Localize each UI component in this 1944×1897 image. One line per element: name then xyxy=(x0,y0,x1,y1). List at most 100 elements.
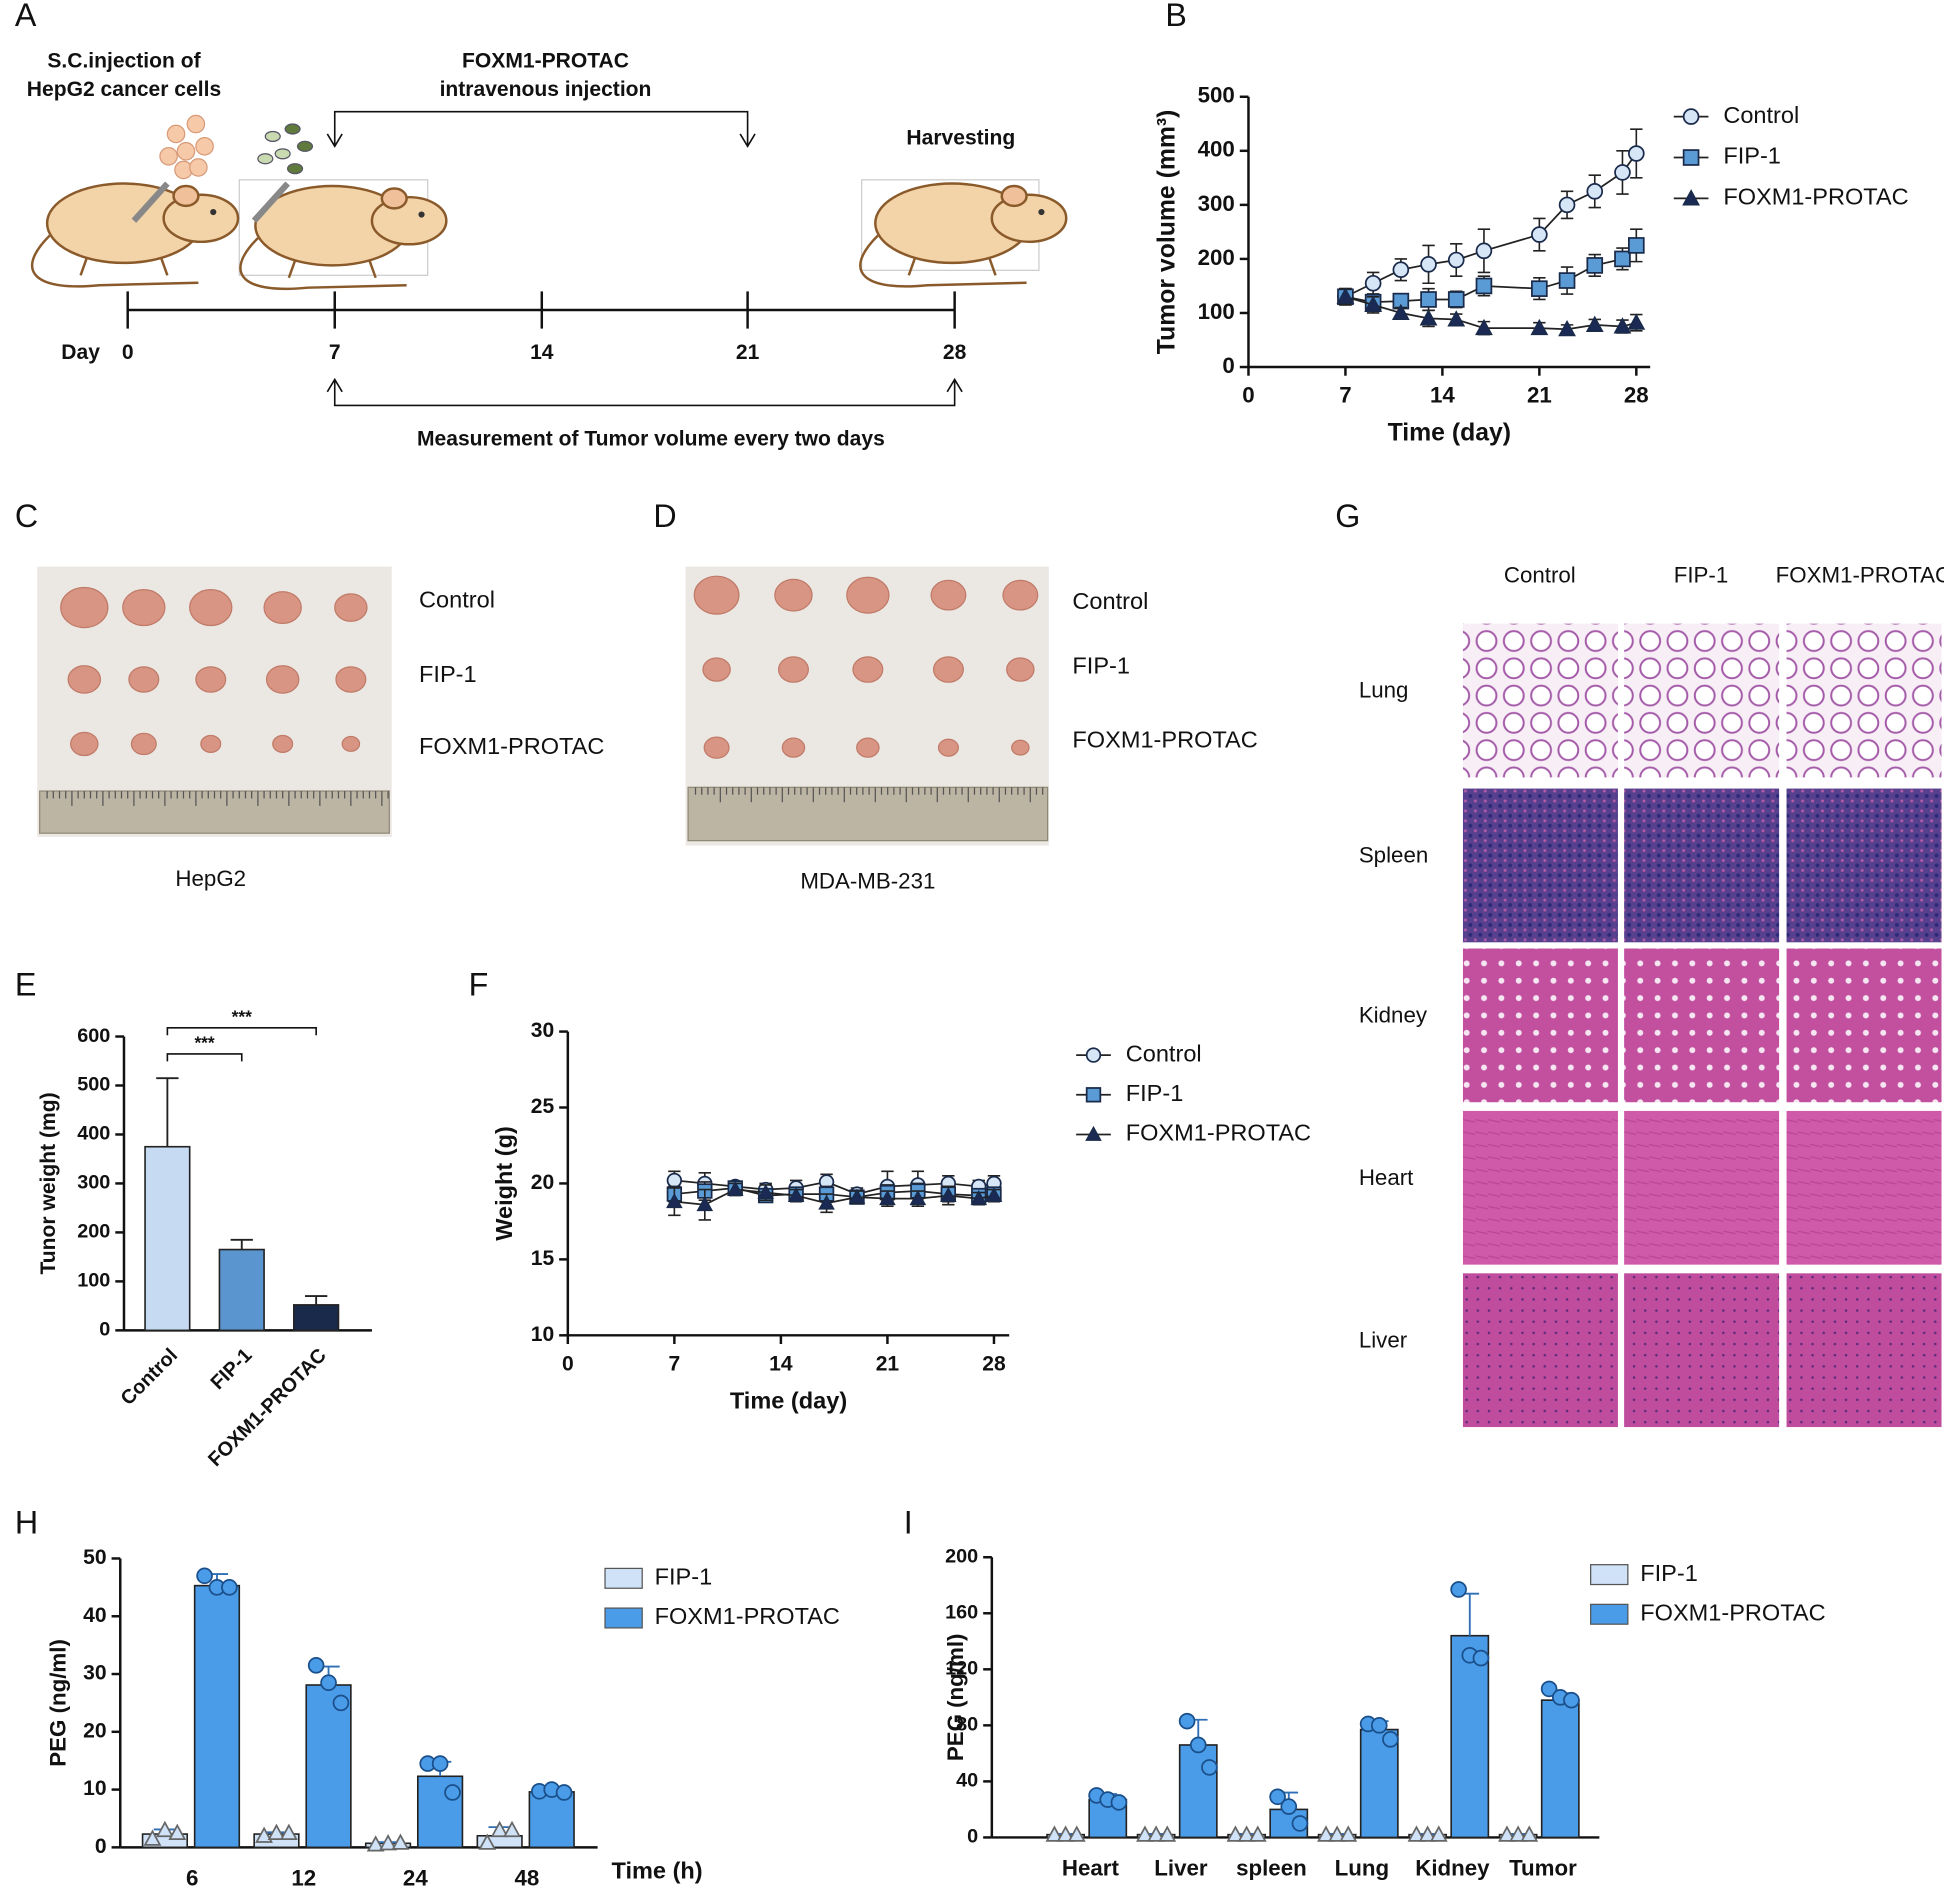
x-tick-label: spleen xyxy=(1236,1856,1307,1881)
data-point xyxy=(1178,1712,1196,1730)
x-tick-label: 14 xyxy=(769,1353,793,1376)
tumor xyxy=(932,656,964,683)
x-tick-label: Control xyxy=(117,1344,182,1409)
data-point xyxy=(555,1784,573,1801)
cell xyxy=(189,158,208,177)
y-tick-label: 200 xyxy=(77,1221,110,1243)
cell xyxy=(186,114,206,134)
error-bar xyxy=(230,1238,253,1250)
day-label: 21 xyxy=(736,341,760,364)
marker xyxy=(1531,280,1548,297)
data-point xyxy=(1045,1825,1064,1842)
data-point xyxy=(1382,1731,1399,1748)
y-tick-label: 200 xyxy=(1198,245,1235,270)
schematic-text: S.C.injection of xyxy=(47,50,201,73)
data-point xyxy=(1429,1825,1448,1842)
marker xyxy=(1420,291,1437,308)
tumor xyxy=(334,593,368,622)
marker xyxy=(696,1196,714,1212)
bar xyxy=(305,1684,352,1849)
schematic-text: Harvesting xyxy=(906,126,1015,149)
tumor xyxy=(122,589,166,627)
ruler xyxy=(687,786,1049,842)
marker xyxy=(1475,318,1493,336)
tumor xyxy=(856,737,880,758)
marker xyxy=(879,1190,896,1206)
column-header: FIP-1 xyxy=(1674,562,1729,587)
micrograph xyxy=(1462,788,1618,943)
data-point xyxy=(168,1823,187,1840)
marker xyxy=(1447,310,1466,327)
marker xyxy=(1558,272,1576,289)
data-point xyxy=(1158,1825,1177,1842)
y-tick-label: 25 xyxy=(531,1095,555,1118)
tumor xyxy=(195,666,227,693)
column-header: FOXM1-PROTAC xyxy=(1776,562,1944,587)
photo-label: Control xyxy=(1072,588,1148,614)
x-axis-label: Time (h) xyxy=(612,1857,703,1883)
tumor xyxy=(774,578,813,612)
micrograph xyxy=(1624,1273,1780,1428)
legend-label: FIP-1 xyxy=(1640,1560,1698,1586)
data-point xyxy=(1248,1825,1267,1842)
error-bar xyxy=(156,1077,179,1147)
marker xyxy=(1613,317,1632,334)
data-point xyxy=(332,1694,350,1712)
data-point xyxy=(1450,1581,1467,1598)
marker xyxy=(848,1188,866,1204)
data-point xyxy=(1540,1680,1558,1698)
legend-label: FIP-1 xyxy=(1126,1080,1184,1106)
x-tick-label: Tumor xyxy=(1509,1856,1577,1881)
x-tick-label: 7 xyxy=(669,1353,681,1376)
legend-swatch xyxy=(604,1607,643,1629)
panel-label: G xyxy=(1335,498,1360,534)
data-point xyxy=(1509,1825,1528,1842)
legend-marker xyxy=(1085,1125,1102,1141)
data-point xyxy=(1136,1825,1154,1842)
y-tick-label: 30 xyxy=(531,1019,554,1042)
mouse-leg xyxy=(160,257,169,276)
marker xyxy=(1628,145,1645,162)
data-point xyxy=(391,1833,410,1850)
tumor xyxy=(1011,739,1030,756)
panel-label: B xyxy=(1165,0,1187,33)
micrograph xyxy=(1462,1273,1618,1428)
data-point xyxy=(1498,1825,1516,1842)
panel-label: F xyxy=(469,966,489,1002)
micrograph xyxy=(1624,948,1780,1103)
tumor xyxy=(846,576,890,614)
legend-swatch xyxy=(604,1567,643,1589)
x-tick-label: Liver xyxy=(1154,1856,1208,1881)
y-tick-label: 15 xyxy=(531,1247,555,1270)
y-axis-label: Weight (g) xyxy=(491,1126,517,1241)
day-label: 28 xyxy=(943,341,967,364)
row-label: Liver xyxy=(1359,1327,1408,1352)
marker xyxy=(787,1186,805,1203)
marker xyxy=(1391,303,1410,321)
micrograph xyxy=(1462,623,1618,778)
tumor xyxy=(265,665,300,694)
marker xyxy=(1558,196,1576,214)
panel-label: E xyxy=(15,966,37,1002)
day-label: Day xyxy=(61,341,100,364)
legend-swatch xyxy=(1590,1603,1629,1625)
tumor xyxy=(70,731,99,757)
marker xyxy=(1420,256,1437,273)
y-tick-label: 10 xyxy=(83,1777,106,1800)
marker xyxy=(1530,318,1549,336)
marker xyxy=(1586,183,1604,200)
y-tick-label: 0 xyxy=(95,1835,107,1858)
tumor xyxy=(852,656,884,683)
cell xyxy=(159,146,178,166)
marker xyxy=(1531,226,1548,243)
marker xyxy=(757,1183,774,1200)
significance-label: *** xyxy=(232,1007,252,1027)
y-tick-label: 0 xyxy=(1222,353,1234,378)
y-tick-label: 20 xyxy=(83,1719,106,1742)
tumor xyxy=(60,586,109,629)
tumor xyxy=(703,736,730,759)
marker xyxy=(1447,291,1465,308)
x-tick-label: Kidney xyxy=(1415,1856,1490,1881)
micrograph xyxy=(1624,788,1780,943)
legend-marker xyxy=(1682,108,1700,125)
